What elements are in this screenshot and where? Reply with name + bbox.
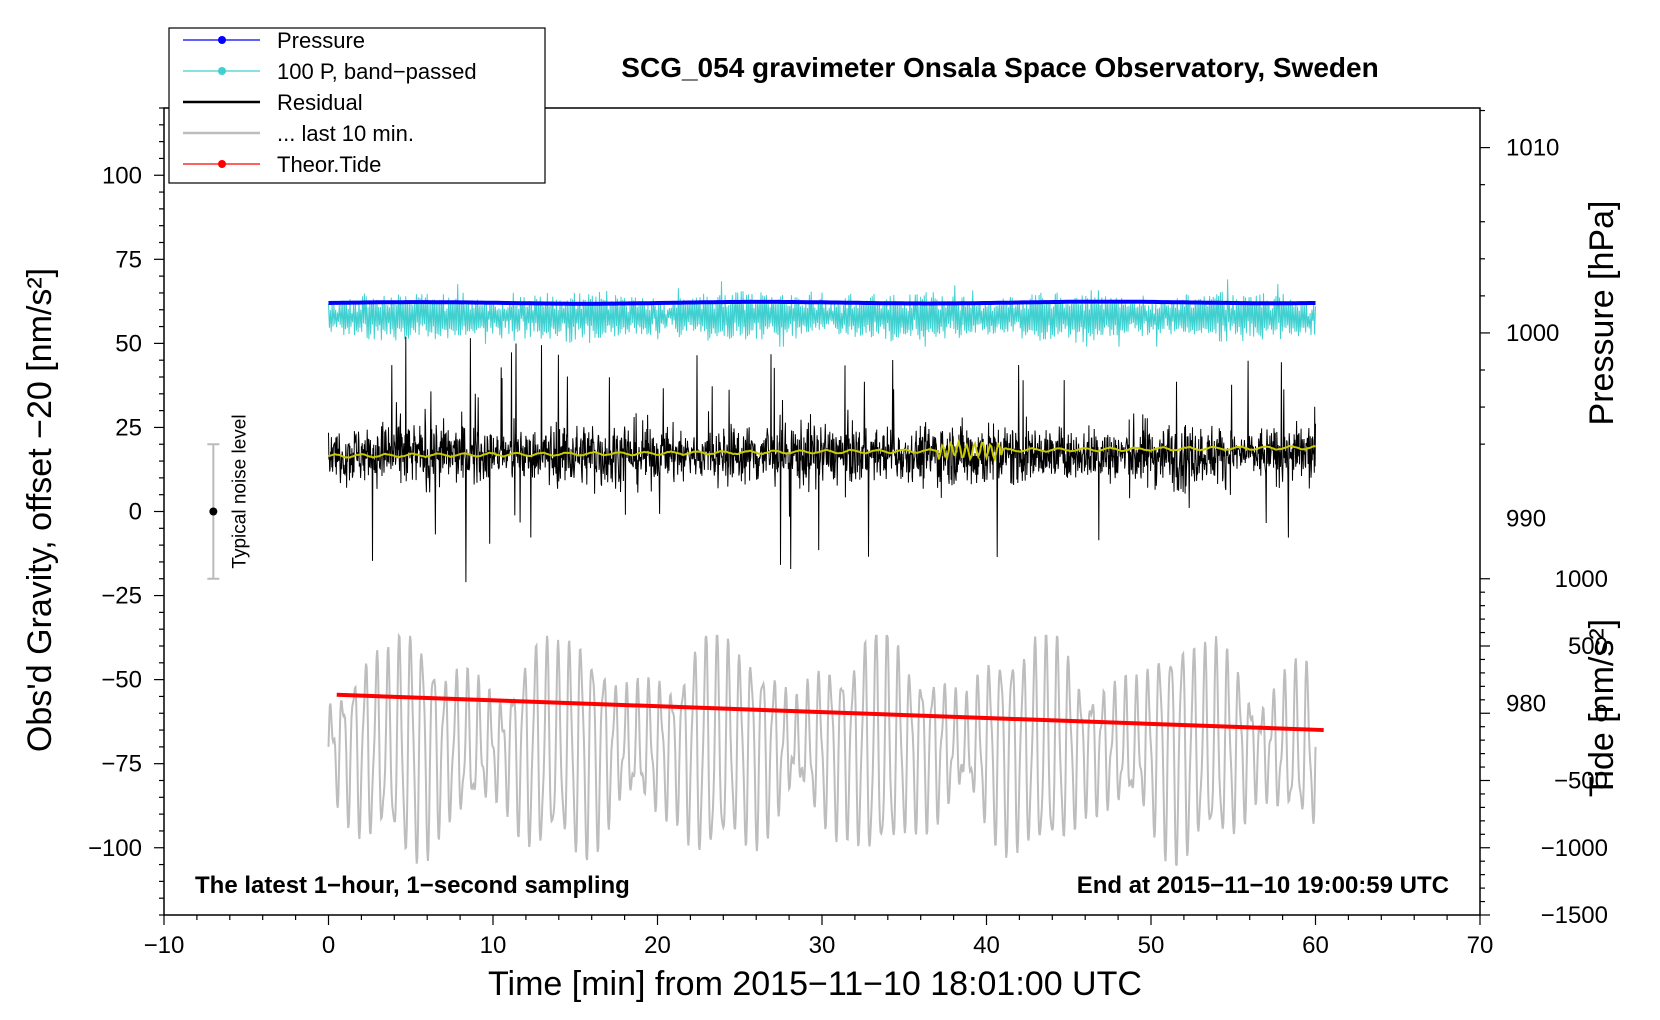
tide-tick-label: 0	[1595, 700, 1608, 727]
y-tick-label: 100	[102, 162, 142, 189]
y-tick-label: −50	[101, 667, 142, 694]
pressure-tick-label: 980	[1506, 691, 1546, 718]
legend-label: ... last 10 min.	[277, 121, 414, 146]
axes-layer: −10 0 10 20 30 40 50 60 70 1007550250−25−50−75−1…	[88, 107, 1608, 959]
pressure-tick-label: 990	[1506, 505, 1546, 532]
x-tick-label: 70	[1467, 932, 1494, 959]
legend-item: Pressure	[183, 28, 365, 53]
legend-label: 100 P, band−passed	[277, 59, 477, 84]
y-axis-ticks: 100 75 50 25 0 −25 −50 −75 −100	[88, 107, 164, 916]
y-axis-label-gravity: Obs'd Gravity, offset −20 [nm/s²]	[21, 268, 59, 752]
y-tick-label: −25	[101, 583, 142, 610]
x-tick-label: 0	[322, 932, 335, 959]
tide-axis-ticks: 1000 500 0 −500 −1000 −1500	[1480, 566, 1608, 929]
legend-swatch-marker	[218, 160, 226, 168]
x-tick-label: 10	[480, 932, 507, 959]
x-tick-label: 60	[1302, 932, 1329, 959]
series-theoretical-tide-line	[336, 692, 1324, 733]
x-tick-label: 40	[973, 932, 1000, 959]
legend-item: ... last 10 min.	[183, 121, 414, 146]
series-layer	[327, 279, 1324, 866]
noise-bar-center-dot	[209, 507, 218, 516]
legend-box	[168, 27, 546, 184]
noise-bar-label: Typical noise level	[229, 414, 250, 568]
legend-items: Pressure 100 P, band−passed Residual ... la…	[183, 28, 477, 177]
y-axis-label-tide: Tide [nm/s²]	[1583, 619, 1621, 797]
x-tick-label: 50	[1138, 932, 1165, 959]
series-residual-smoothed-line	[328, 438, 1316, 463]
legend-label: Theor.Tide	[277, 152, 381, 177]
legend-label: Pressure	[277, 28, 365, 53]
noise-level-bar: Typical noise level	[207, 414, 250, 580]
legend-item: Residual	[183, 90, 363, 115]
series-last-10-min-line	[327, 632, 1317, 866]
y-tick-label: −75	[101, 751, 142, 778]
pressure-tick-label: 1000	[1506, 320, 1559, 347]
x-tick-label: 20	[644, 932, 671, 959]
legend: Pressure 100 P, band−passed Residual ... la…	[168, 27, 546, 184]
tide-tick-label: −500	[1554, 768, 1608, 795]
pressure-tick-label: 1010	[1506, 135, 1559, 162]
y-tick-label: 50	[115, 330, 142, 357]
legend-swatch-marker	[218, 67, 226, 75]
tide-tick-label: 500	[1568, 633, 1608, 660]
y-axis-label-pressure: Pressure [hPa]	[1583, 201, 1621, 426]
x-axis-ticks: −10 0 10 20 30 40 50 60 70	[144, 915, 1494, 959]
tide-tick-label: 1000	[1555, 566, 1608, 593]
x-tick-label: 30	[809, 932, 836, 959]
annotation-sampling: The latest 1−hour, 1−second sampling	[195, 872, 630, 899]
y-tick-label: 75	[115, 246, 142, 273]
legend-item: 100 P, band−passed	[183, 59, 477, 84]
chart-title: SCG_054 gravimeter Onsala Space Observat…	[621, 52, 1378, 83]
x-axis-label: Time [min] from 2015−11−10 18:01:00 UTC	[488, 965, 1142, 1003]
y-tick-label: 0	[129, 499, 142, 526]
tide-tick-label: −1500	[1541, 902, 1608, 929]
tide-tick-label: −1000	[1541, 835, 1608, 862]
series-residual-line	[328, 336, 1316, 583]
legend-swatch-marker	[218, 36, 226, 44]
x-tick-label: −10	[144, 932, 185, 959]
series-pressure-line	[328, 299, 1316, 306]
series-bandpassed-pressure-line	[328, 279, 1316, 347]
pressure-axis-ticks: 1030102010101000990980	[1480, 109, 1559, 718]
annotation-end-time: End at 2015−11−10 19:00:59 UTC	[1077, 872, 1449, 899]
y-tick-label: −100	[88, 835, 142, 862]
legend-label: Residual	[277, 90, 363, 115]
y-tick-label: 25	[115, 414, 142, 441]
legend-item: Theor.Tide	[183, 152, 381, 177]
